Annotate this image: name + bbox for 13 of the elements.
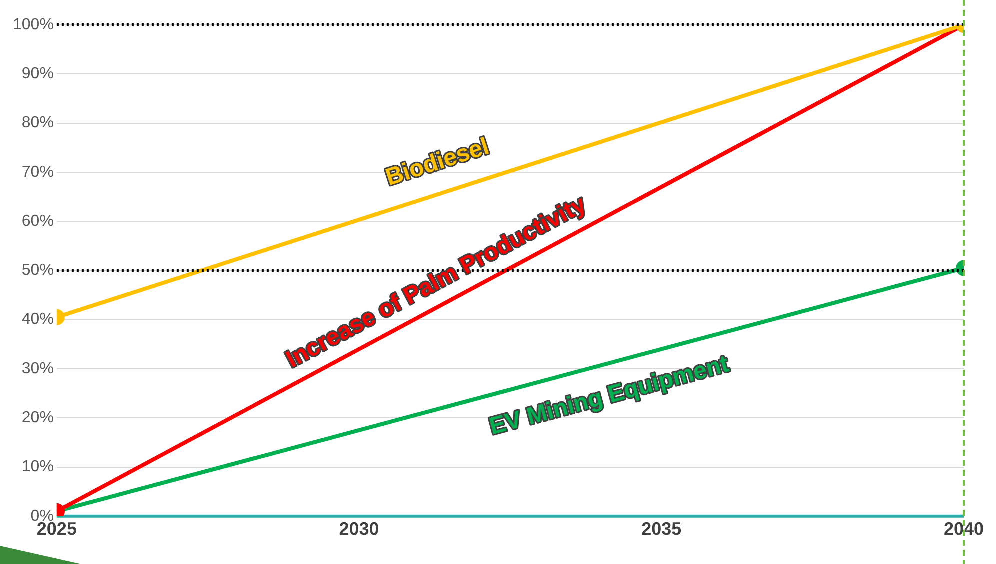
y-tick-label: 80% [22, 114, 54, 132]
y-tick-label: 30% [22, 360, 54, 378]
y-tick-label: 10% [22, 458, 54, 476]
y-tick-label: 60% [22, 212, 54, 230]
x-tick-label: 2035 [642, 519, 682, 540]
y-tick-label: 40% [22, 311, 54, 328]
y-tick-label: 50% [22, 262, 54, 280]
x-tick-label: 2030 [339, 519, 380, 540]
x-tick-label: 2040 [944, 519, 984, 540]
y-tick-label: 90% [22, 66, 54, 83]
y-tick-label: 20% [22, 410, 54, 427]
y-tick-label: 70% [22, 164, 54, 181]
y-tick-label: 100% [13, 16, 54, 34]
